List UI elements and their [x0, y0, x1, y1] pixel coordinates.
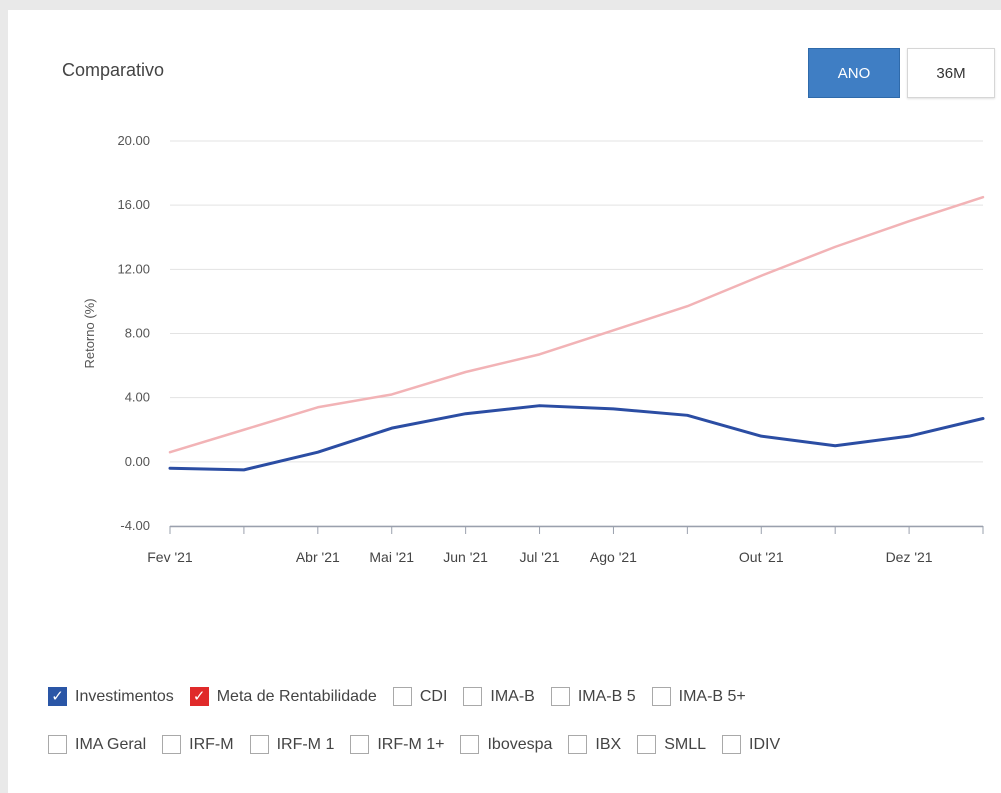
legend-row-1: ✓ Investimentos ✓ Meta de Rentabilidade …: [48, 687, 998, 706]
legend-item-meta[interactable]: ✓ Meta de Rentabilidade: [189, 687, 377, 706]
checkbox-ima-geral[interactable]: ✓: [48, 735, 67, 754]
x-tick-label: Jun '21: [443, 549, 488, 565]
checkbox-ima-b-5[interactable]: ✓: [550, 687, 570, 706]
y-tick-label: 4.00: [125, 390, 150, 405]
legend-item-ima-geral[interactable]: ✓ IMA Geral: [48, 735, 146, 754]
legend-item-ibx[interactable]: ✓ IBX: [568, 735, 621, 754]
x-tick-label: Jul '21: [520, 549, 560, 565]
x-tick-label: Mai '21: [369, 549, 414, 565]
legend-item-irf-m-1[interactable]: ✓ IRF-M 1: [249, 735, 335, 754]
legend-label: IMA-B: [490, 687, 535, 705]
legend-label: IRF-M: [189, 735, 234, 753]
checkbox-meta[interactable]: ✓: [189, 687, 209, 706]
legend-item-cdi[interactable]: ✓ CDI: [392, 687, 448, 706]
legend-label: Ibovespa: [487, 735, 553, 753]
legend-label: IRF-M 1+: [377, 735, 445, 753]
legend-item-idiv[interactable]: ✓ IDIV: [722, 735, 780, 754]
checkbox-idiv[interactable]: ✓: [722, 735, 742, 754]
checkbox-irf-m-1[interactable]: ✓: [249, 735, 269, 754]
series-line-investimentos: [168, 404, 985, 472]
card-title: Comparativo: [62, 60, 165, 80]
y-tick-label: 8.00: [125, 326, 150, 341]
legend-item-ima-b-5[interactable]: ✓ IMA-B 5: [550, 687, 636, 706]
legend-label: IMA Geral: [75, 735, 147, 753]
legend-label: CDI: [419, 687, 448, 705]
legend-label: IDIV: [749, 735, 781, 753]
legend-label: IMA-B 5+: [678, 687, 746, 705]
period-36m-button[interactable]: 36M: [907, 48, 995, 98]
period-ano-button[interactable]: ANO: [808, 48, 900, 98]
series-line-meta: [168, 195, 985, 454]
legend-item-smll[interactable]: ✓ SMLL: [637, 735, 706, 754]
checkbox-irf-m-1-plus[interactable]: ✓: [350, 735, 370, 754]
checkbox-smll[interactable]: ✓: [637, 735, 657, 754]
y-tick-label: 20.00: [117, 133, 150, 148]
x-tick-label: Dez '21: [886, 549, 933, 565]
x-tick-label: Out '21: [739, 549, 784, 565]
line-chart: 20.00 16.00 12.00 8.00 4.00 0.00 -4.00 Fev '21 A…: [82, 133, 985, 565]
x-tick-label: Abr '21: [296, 549, 340, 565]
y-tick-label: 12.00: [117, 261, 150, 276]
legend-item-ima-b-5-plus[interactable]: ✓ IMA-B 5+: [651, 687, 746, 706]
checkbox-ibovespa[interactable]: ✓: [460, 735, 480, 754]
legend-item-irf-m-1-plus[interactable]: ✓ IRF-M 1+: [350, 735, 444, 754]
legend-row-2: ✓ IMA Geral ✓ IRF-M ✓ IRF-M 1 ✓ IRF-M 1+…: [48, 735, 998, 754]
legend-item-ima-b[interactable]: ✓ IMA-B: [463, 687, 535, 706]
checkbox-irf-m[interactable]: ✓: [162, 735, 182, 754]
y-tick-label: 16.00: [117, 197, 150, 212]
legend-label: SMLL: [664, 735, 707, 753]
legend-item-investimentos[interactable]: ✓ Investimentos: [48, 687, 174, 706]
legend-item-ibovespa[interactable]: ✓ Ibovespa: [460, 735, 552, 754]
checkbox-investimentos[interactable]: ✓: [48, 687, 67, 706]
legend-item-irf-m[interactable]: ✓ IRF-M: [162, 735, 234, 754]
legend-label: Meta de Rentabilidade: [216, 687, 377, 705]
checkbox-ima-b-5-plus[interactable]: ✓: [651, 687, 671, 706]
legend-label: IRF-M 1: [276, 735, 335, 753]
legend-label: IBX: [595, 735, 622, 753]
checkbox-cdi[interactable]: ✓: [392, 687, 412, 706]
legend-label: IMA-B 5: [577, 687, 636, 705]
x-tick-label: Fev '21: [147, 549, 193, 565]
y-tick-label: -4.00: [120, 518, 150, 533]
legend-label: Investimentos: [75, 687, 174, 705]
y-tick-label: 0.00: [125, 454, 150, 469]
comparativo-card: Comparativo ANO 36M 20.00 16.00 12.00 8.00 4…: [8, 10, 1001, 793]
checkbox-ibx[interactable]: ✓: [568, 735, 588, 754]
y-axis-title: Retorno (%): [82, 298, 97, 368]
x-tick-label: Ago '21: [590, 549, 637, 565]
checkbox-ima-b[interactable]: ✓: [463, 687, 483, 706]
